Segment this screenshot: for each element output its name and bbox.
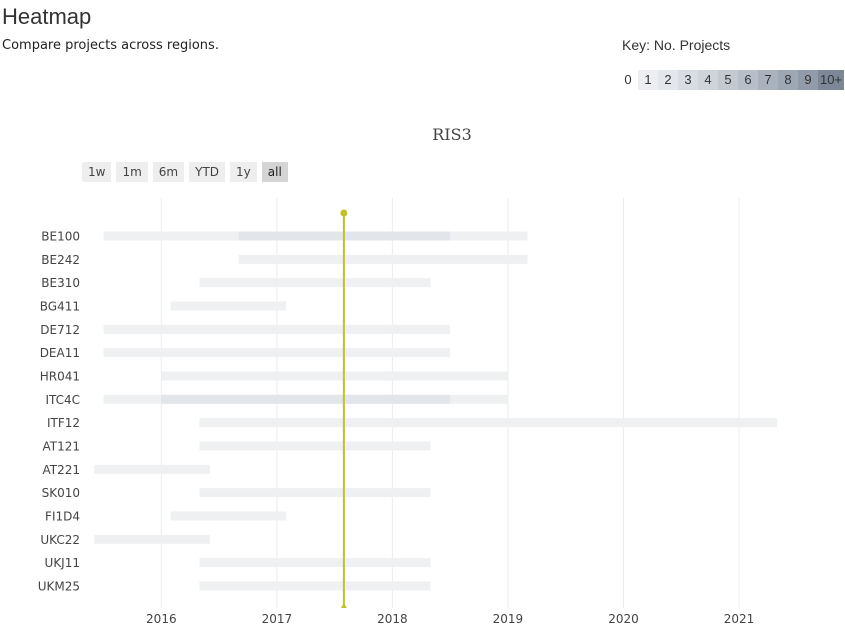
range-button-1w[interactable]: 1w bbox=[82, 162, 112, 182]
key-cell-7: 7 bbox=[758, 70, 778, 90]
key-cell-6: 6 bbox=[738, 70, 758, 90]
x-tick-label-2017: 2017 bbox=[262, 612, 293, 626]
heatmap-bar-ukj11-16 bbox=[199, 558, 431, 568]
x-tick-label-2021: 2021 bbox=[724, 612, 755, 626]
y-tick-label-be310: BE310 bbox=[41, 276, 80, 290]
key-cell-5: 5 bbox=[718, 70, 738, 90]
x-tick-label-2018: 2018 bbox=[377, 612, 408, 626]
y-tick-label-at121: AT121 bbox=[42, 439, 80, 453]
y-tick-label-dea11: DEA11 bbox=[40, 346, 80, 360]
y-tick-label-ukc22: UKC22 bbox=[40, 533, 80, 547]
y-tick-label-be100: BE100 bbox=[41, 230, 80, 244]
time-marker-handle bbox=[340, 209, 348, 217]
heatmap-bar-de712-5 bbox=[103, 324, 451, 334]
heatmap-bar-itf12-10 bbox=[199, 418, 778, 428]
heatmap-bar-fi1d4-14 bbox=[170, 511, 287, 521]
page-title: Heatmap bbox=[2, 4, 92, 29]
range-button-all[interactable]: all bbox=[261, 162, 288, 182]
heatmap-bar-ukc22-15 bbox=[94, 534, 210, 544]
heatmap-bar-dea11-6 bbox=[103, 348, 451, 358]
heatmap-bar-hr041-7 bbox=[161, 371, 508, 381]
key-cell-8: 8 bbox=[778, 70, 798, 90]
key-cell-10plus: 10+ bbox=[818, 70, 844, 90]
range-button-1y[interactable]: 1y bbox=[230, 162, 257, 182]
key-cell-1: 1 bbox=[638, 70, 658, 90]
heatmap-bar-bg411-4 bbox=[170, 301, 287, 311]
y-tick-label-itc4c: ITC4C bbox=[45, 393, 80, 407]
y-tick-label-ukj11: UKJ11 bbox=[45, 556, 80, 570]
x-tick-label-2020: 2020 bbox=[608, 612, 639, 626]
x-tick-label-2016: 2016 bbox=[146, 612, 177, 626]
heatmap-bar-be310-3 bbox=[199, 278, 431, 288]
time-marker-foot bbox=[340, 603, 347, 608]
heatmap-bar-at121-11 bbox=[199, 441, 431, 451]
key-cell-3: 3 bbox=[678, 70, 698, 90]
range-button-ytd[interactable]: YTD bbox=[189, 162, 226, 182]
color-key: 0 1 2 3 4 5 6 7 8 9 10+ bbox=[618, 70, 844, 90]
key-cell-0: 0 bbox=[618, 70, 638, 90]
y-tick-label-de712: DE712 bbox=[40, 323, 80, 337]
y-tick-label-ukm25: UKM25 bbox=[38, 579, 80, 593]
y-tick-label-itf12: ITF12 bbox=[47, 416, 80, 430]
y-tick-label-at221: AT221 bbox=[42, 463, 80, 477]
heatmap-bar-sk010-13 bbox=[199, 488, 431, 498]
heatmap-bar-itc4c-9 bbox=[161, 394, 451, 404]
key-cell-9: 9 bbox=[798, 70, 818, 90]
y-tick-label-bg411: BG411 bbox=[40, 299, 80, 313]
y-tick-label-be242: BE242 bbox=[41, 253, 80, 267]
y-tick-label-fi1d4: FI1D4 bbox=[45, 509, 80, 523]
range-button-6m[interactable]: 6m bbox=[152, 162, 185, 182]
y-tick-label-sk010: SK010 bbox=[42, 486, 80, 500]
key-cell-4: 4 bbox=[698, 70, 718, 90]
range-button-1m[interactable]: 1m bbox=[116, 162, 148, 182]
heatmap-bar-at221-12 bbox=[94, 464, 210, 474]
x-tick-label-2019: 2019 bbox=[493, 612, 524, 626]
y-tick-label-hr041: HR041 bbox=[40, 369, 80, 383]
heatmap-bar-be242-2 bbox=[238, 254, 528, 264]
page-subtitle: Compare projects across regions. bbox=[2, 38, 219, 53]
range-selector: 1w 1m 6m YTD 1y all bbox=[82, 162, 288, 182]
key-label: Key: No. Projects bbox=[622, 37, 731, 53]
key-cell-2: 2 bbox=[658, 70, 678, 90]
chart-title: RIS3 bbox=[432, 125, 472, 144]
heatmap-bar-ukm25-17 bbox=[199, 581, 431, 591]
